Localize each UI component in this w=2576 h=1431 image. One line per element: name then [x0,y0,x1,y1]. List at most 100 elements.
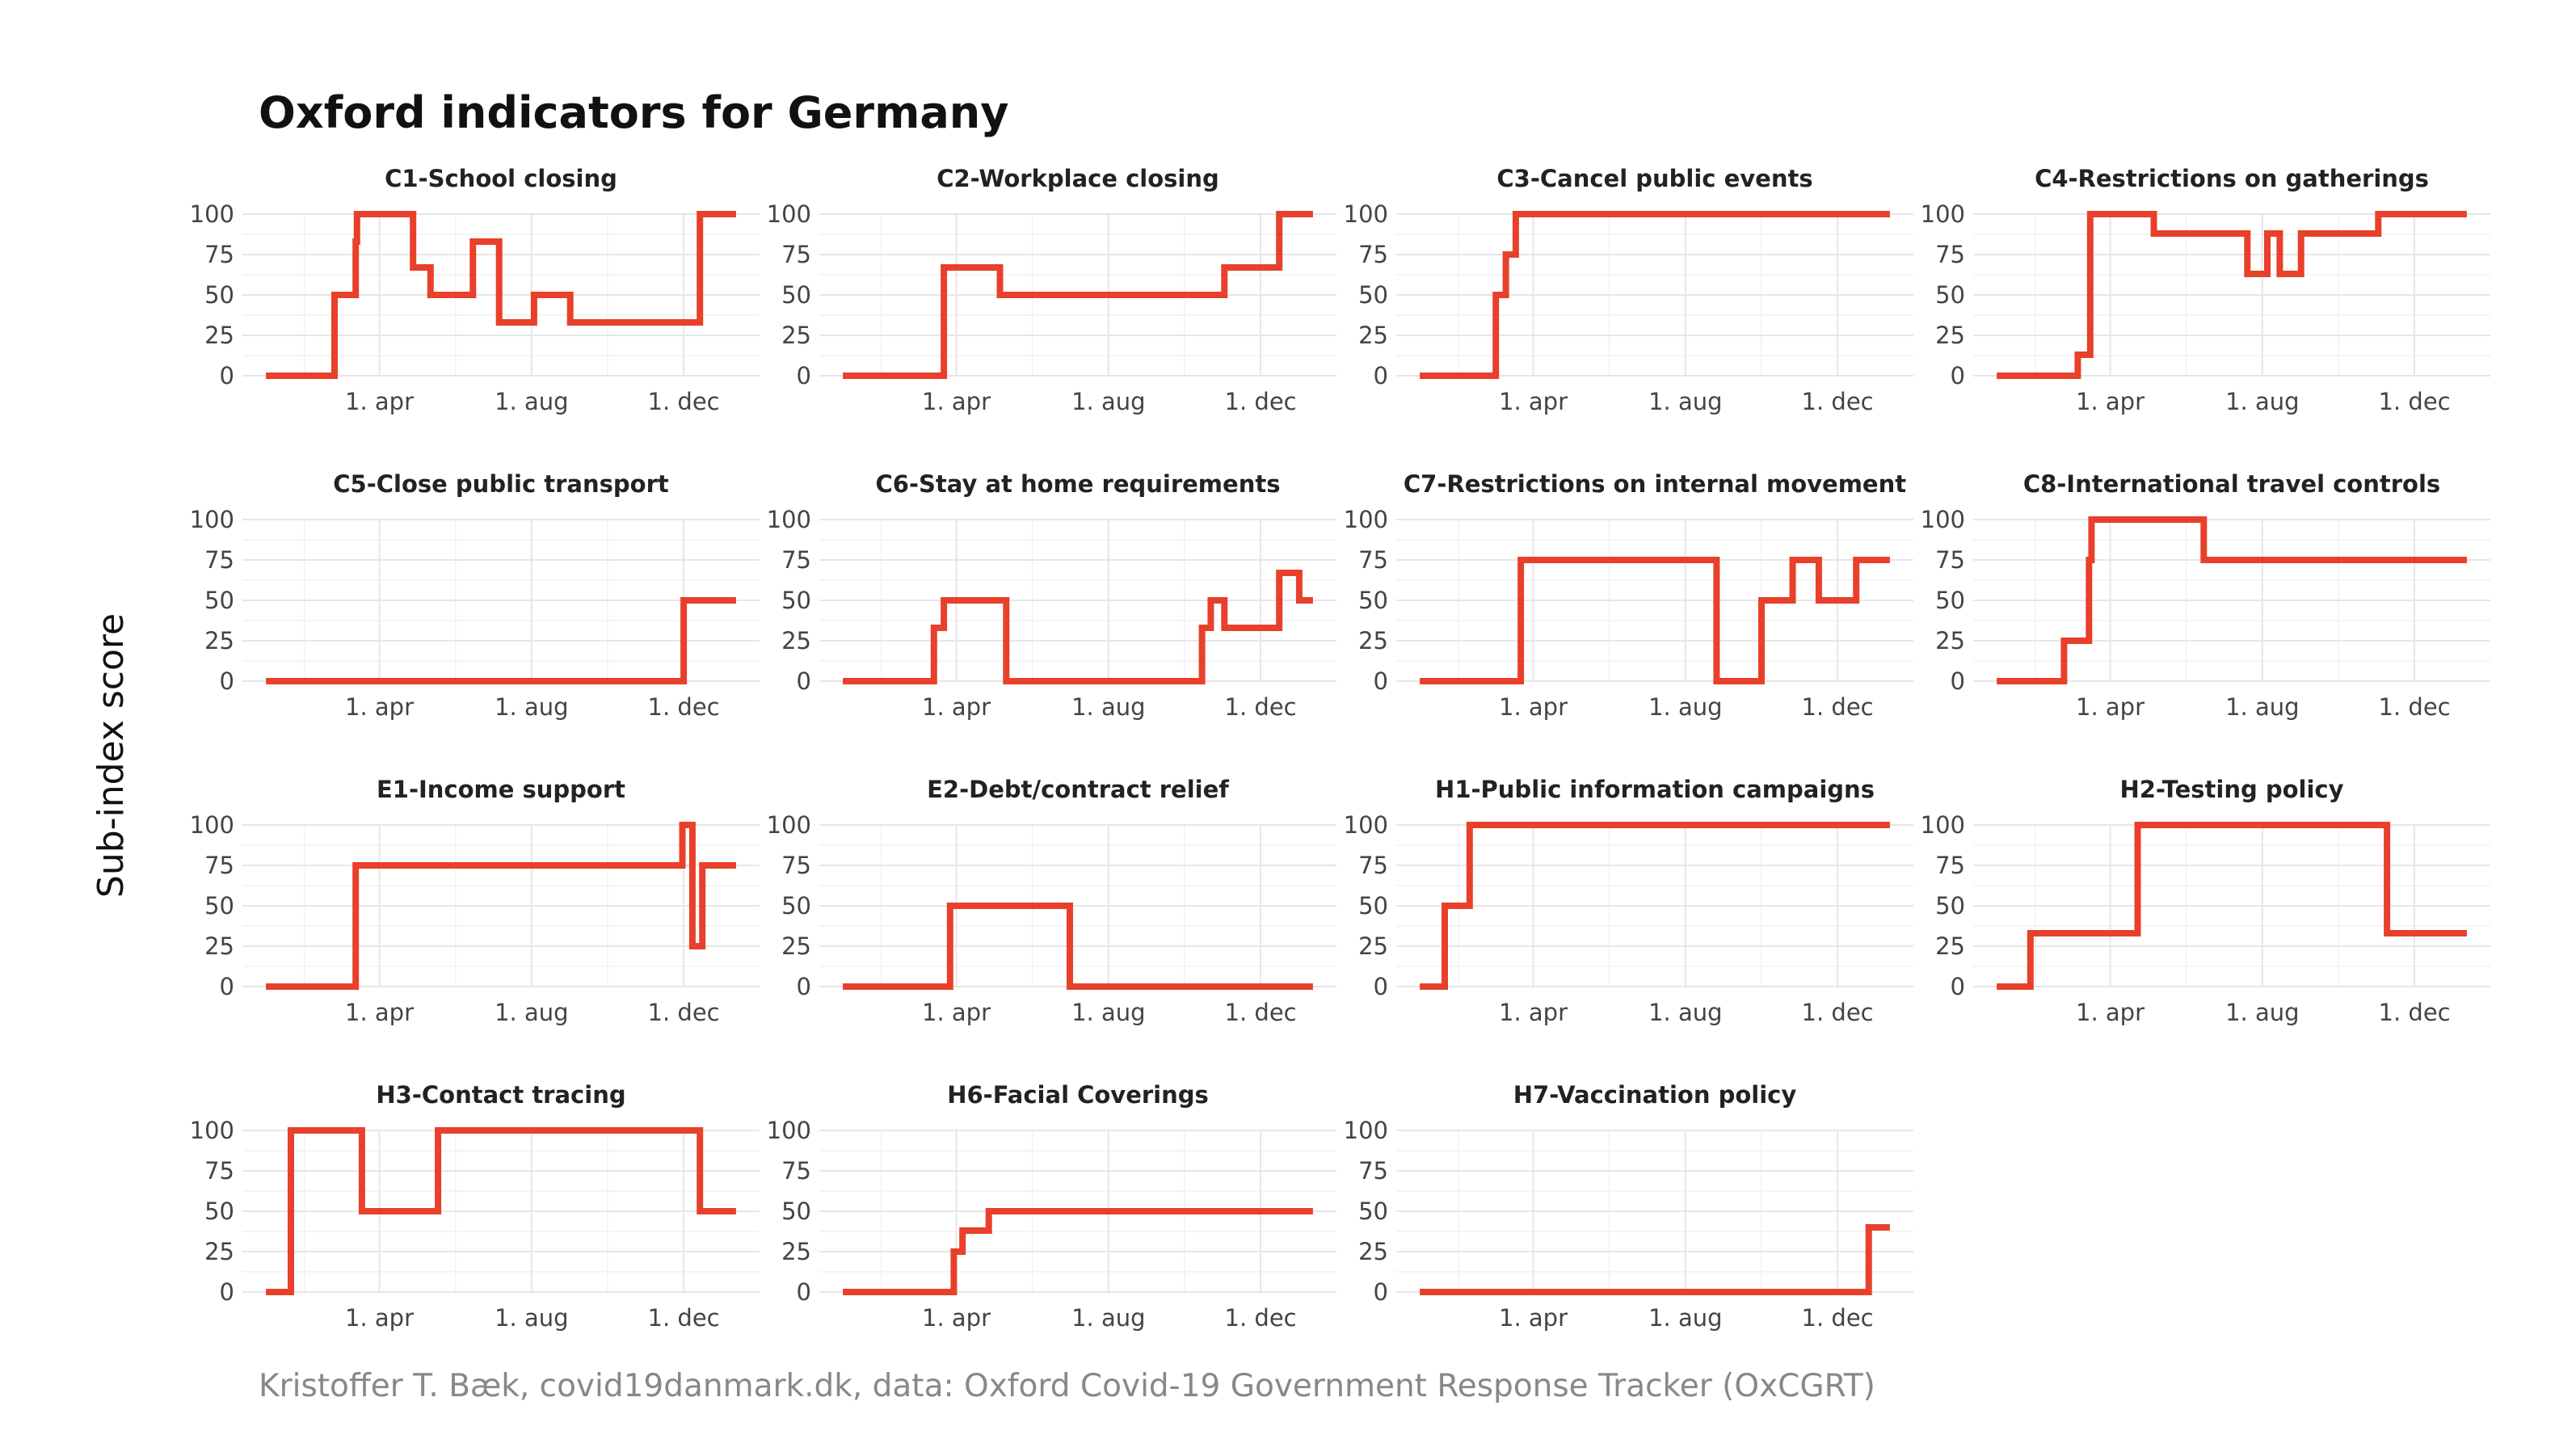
panel-title: H6-Facial Coverings [947,1081,1209,1109]
y-tick-label: 50 [781,892,811,920]
series-line [1997,516,2467,684]
y-tick-label: 75 [781,1157,811,1185]
y-tick-label: 25 [781,627,811,654]
y-tick-label: 0 [797,973,811,1000]
y-tick-label: 100 [190,200,234,228]
x-tick-label: 1. dec [648,999,720,1026]
x-tick-label: 1. apr [345,1304,414,1332]
x-tick-label: 1. apr [2076,693,2145,721]
y-tick-label: 75 [1358,241,1388,268]
y-tick-label: 50 [1358,587,1388,614]
panel: 0 25 50 75 100 1. apr 1. aug 1. dec E1-Income su… [190,776,760,1026]
y-tick-label: 50 [1935,892,1965,920]
series-line [266,597,736,684]
x-tick-label: 1. aug [495,1304,568,1332]
x-tick-label: 1. aug [495,388,568,415]
panel-title: E1-Income support [377,776,625,803]
x-tick-label: 1. dec [1225,388,1297,415]
x-tick-label: 1. apr [922,1304,991,1332]
y-tick-label: 50 [1935,281,1965,309]
panel-title: H1-Public information campaigns [1435,776,1875,803]
x-tick-label: 1. aug [1071,1304,1145,1332]
y-axis-label: Sub-index score [90,613,132,898]
y-tick-label: 75 [204,852,234,879]
y-tick-label: 50 [204,281,234,309]
y-tick-label: 25 [1358,1238,1388,1265]
x-tick-label: 1. dec [1225,999,1297,1026]
series-line [1420,211,1890,379]
y-tick-label: 100 [767,200,811,228]
y-tick-label: 75 [204,241,234,268]
y-tick-label: 75 [204,546,234,574]
x-tick-label: 1. dec [1802,999,1874,1026]
y-tick-label: 25 [1935,627,1965,654]
panel-title: H7-Vaccination policy [1513,1081,1797,1109]
y-tick-label: 25 [781,322,811,349]
y-tick-label: 0 [220,973,234,1000]
y-tick-label: 100 [1921,200,1965,228]
y-tick-label: 100 [1344,811,1388,839]
panel-title: C8-International travel controls [2023,470,2440,498]
chart-title: Oxford indicators for Germany [259,87,1008,138]
x-tick-label: 1. aug [495,693,568,721]
x-tick-label: 1. apr [922,388,991,415]
panel: 0 25 50 75 100 1. apr 1. aug 1. dec C6-Stay at h… [767,470,1336,721]
panel: 0 25 50 75 100 1. apr 1. aug 1. dec C3-Cancel pu… [1344,165,1913,415]
y-tick-label: 100 [1344,200,1388,228]
y-tick-label: 25 [1358,627,1388,654]
y-tick-label: 25 [781,1238,811,1265]
y-tick-label: 100 [190,506,234,533]
y-tick-label: 25 [1358,932,1388,960]
y-tick-label: 75 [1935,546,1965,574]
panels-group: 0 25 50 75 100 1. apr 1. aug 1. dec C1-School cl… [190,165,2490,1332]
y-tick-label: 75 [1358,1157,1388,1185]
series-line [1420,557,1890,684]
y-tick-label: 100 [1921,811,1965,839]
panel-title: C7-Restrictions on internal movement [1404,470,1906,498]
y-tick-label: 25 [204,627,234,654]
y-tick-label: 50 [1358,892,1388,920]
y-tick-label: 25 [781,932,811,960]
y-tick-label: 50 [1358,281,1388,309]
panel-title: C5-Close public transport [333,470,669,498]
y-tick-label: 0 [1374,362,1388,389]
x-tick-label: 1. apr [345,388,414,415]
y-tick-label: 100 [767,811,811,839]
series-line [1997,211,2467,379]
y-tick-label: 100 [190,811,234,839]
panel-title: C3-Cancel public events [1496,165,1812,192]
y-tick-label: 25 [204,932,234,960]
series-line [1420,822,1890,990]
x-tick-label: 1. apr [1499,999,1568,1026]
panel-title: C4-Restrictions on gatherings [2035,165,2429,192]
y-tick-label: 75 [204,1157,234,1185]
y-tick-label: 100 [190,1117,234,1144]
y-tick-label: 0 [797,667,811,695]
y-tick-label: 0 [797,1278,811,1306]
x-tick-label: 1. aug [2225,693,2299,721]
x-tick-label: 1. dec [2379,693,2451,721]
y-tick-label: 50 [204,1197,234,1225]
x-tick-label: 1. apr [1499,693,1568,721]
y-tick-label: 100 [767,506,811,533]
y-tick-label: 75 [1358,852,1388,879]
y-tick-label: 25 [204,322,234,349]
x-tick-label: 1. dec [2379,999,2451,1026]
series-line [266,211,736,379]
panel: 0 25 50 75 100 1. apr 1. aug 1. dec C2-Workplace… [767,165,1336,415]
panel: 0 25 50 75 100 1. apr 1. aug 1. dec C5-Close pub… [190,470,760,721]
caption: Kristoffer T. Bæk, covid19danmark.dk, da… [259,1368,1875,1404]
y-tick-label: 75 [1935,241,1965,268]
x-tick-label: 1. dec [1802,1304,1874,1332]
x-tick-label: 1. dec [1802,693,1874,721]
x-tick-label: 1. aug [1648,1304,1722,1332]
panel: 0 25 50 75 100 1. apr 1. aug 1. dec C7-Restricti… [1344,470,1913,721]
panel: 0 25 50 75 100 1. apr 1. aug 1. dec H3-Contact t… [190,1081,760,1332]
y-tick-label: 0 [1374,973,1388,1000]
x-tick-label: 1. apr [922,999,991,1026]
y-tick-label: 0 [1374,667,1388,695]
y-tick-label: 75 [781,546,811,574]
panel: 0 25 50 75 100 1. apr 1. aug 1. dec H1-Public in… [1344,776,1913,1026]
series-line [266,822,736,990]
